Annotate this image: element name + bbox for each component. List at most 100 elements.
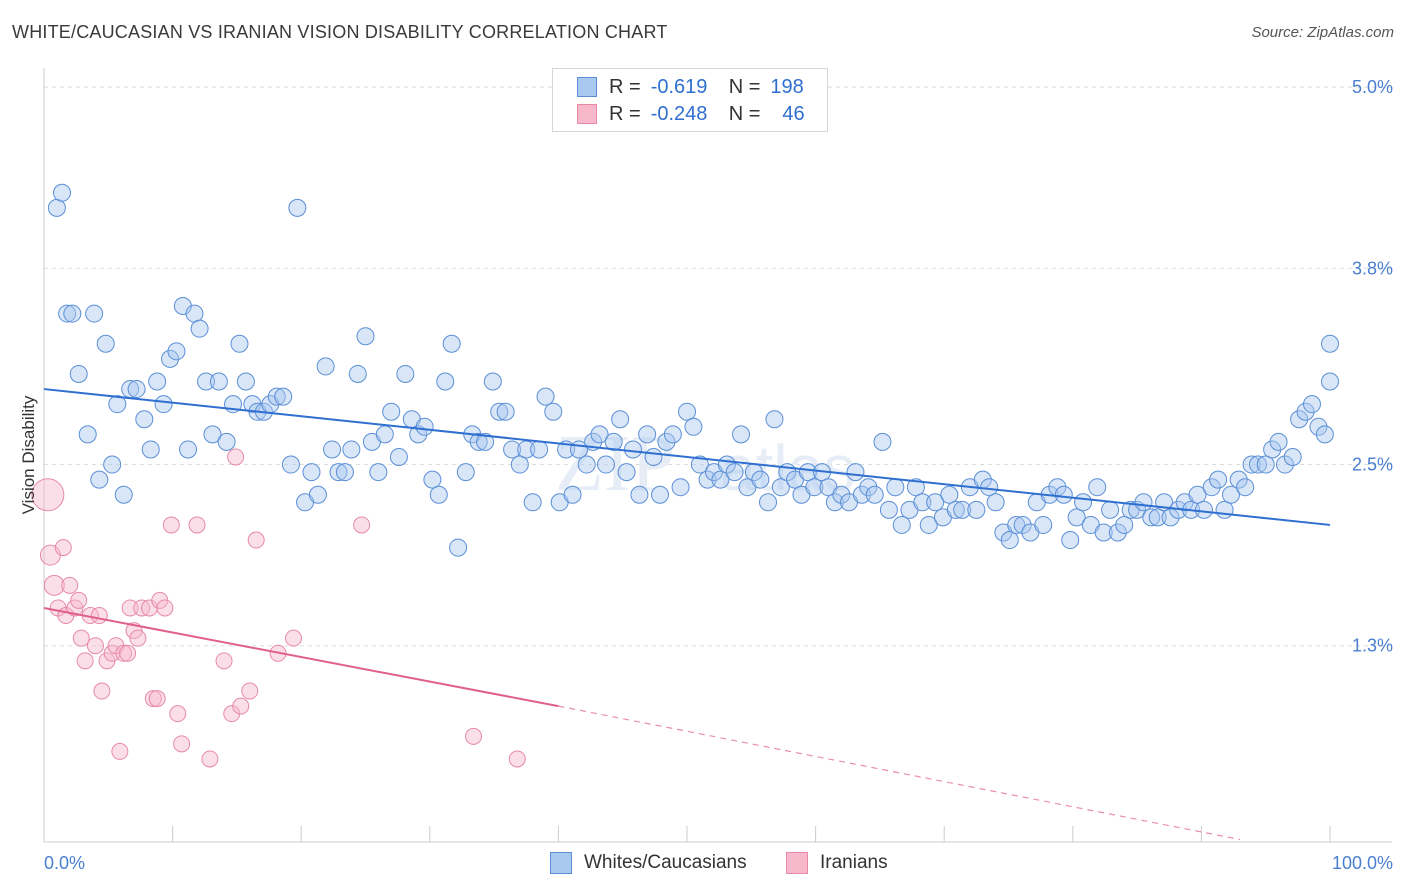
white-point	[1067, 508, 1086, 527]
white-point	[623, 440, 642, 459]
iranian-point	[162, 516, 180, 534]
white-point	[590, 425, 609, 444]
white-point	[825, 493, 844, 512]
white-point	[496, 402, 515, 421]
white-point	[389, 448, 408, 466]
y-tick-label: 3.8%	[1352, 258, 1393, 278]
white-point	[1283, 448, 1302, 466]
white-point	[356, 327, 375, 346]
white-point	[765, 410, 784, 429]
y-axis-label: Vision Disability	[19, 395, 38, 514]
white-point	[1229, 470, 1248, 489]
iranian-point	[119, 644, 137, 662]
white-point	[617, 463, 636, 482]
white-point	[274, 387, 293, 406]
white-point	[456, 463, 475, 482]
white-point	[913, 493, 932, 512]
iranian-point	[188, 516, 206, 534]
bottom-legend: Whites/Caucasians Iranians	[0, 852, 1406, 876]
white-point	[852, 485, 871, 504]
iranian-point	[173, 735, 191, 753]
y-tick-label: 1.3%	[1352, 636, 1393, 656]
white-point	[604, 432, 623, 451]
white-point	[1134, 493, 1153, 512]
x-tick-label-min: 0.0%	[44, 853, 85, 873]
bottom-legend-label-whites: Whites/Caucasians	[584, 852, 747, 873]
white-point	[946, 500, 965, 519]
white-point	[846, 463, 865, 482]
white-point	[732, 425, 751, 444]
white-point	[865, 485, 884, 504]
iranian-point	[121, 599, 139, 617]
whites-trend-line	[43, 388, 1331, 526]
iranians-trend-extension	[558, 705, 1241, 841]
white-point	[1221, 485, 1240, 504]
white-point	[563, 485, 582, 504]
iranian-point	[201, 750, 219, 768]
white-point	[1242, 455, 1261, 474]
white-point	[161, 349, 180, 368]
iranian-point	[76, 652, 94, 670]
iranian-point	[86, 637, 104, 655]
iranian-point	[111, 742, 129, 760]
watermark: ZIP	[555, 420, 675, 508]
white-point	[197, 372, 216, 391]
iranians-points	[31, 448, 526, 768]
iranian-point	[353, 516, 371, 534]
source-label: Source: ZipAtlas.com	[1251, 24, 1394, 41]
white-point	[423, 470, 442, 489]
trend-lines	[43, 388, 1331, 841]
white-point	[698, 470, 717, 489]
white-point	[859, 478, 878, 497]
white-point	[926, 493, 945, 512]
white-point	[1088, 478, 1107, 497]
white-point	[1034, 515, 1053, 534]
white-point	[375, 425, 394, 444]
iranian-point	[148, 690, 166, 708]
white-point	[1188, 485, 1207, 504]
iranian-point	[72, 629, 90, 647]
iranians-trend-line	[43, 606, 559, 708]
iranian-point	[284, 629, 302, 647]
legend-n-value: 46	[782, 102, 805, 125]
white-point	[217, 432, 236, 451]
iranian-point	[227, 448, 245, 466]
iranian-point	[43, 574, 65, 596]
white-point	[1074, 493, 1093, 512]
white-point	[711, 470, 730, 489]
white-point	[1315, 425, 1334, 444]
white-point	[967, 500, 986, 519]
legend-row-whites: R = -0.619 N = 198	[577, 74, 804, 100]
white-point	[348, 364, 367, 383]
white-point	[449, 538, 468, 557]
white-point	[725, 463, 744, 482]
iranian-point	[232, 697, 250, 715]
white-point	[141, 440, 160, 459]
white-point	[167, 342, 186, 361]
white-point	[127, 380, 146, 399]
white-point	[544, 402, 563, 421]
white-point	[302, 463, 321, 482]
white-point	[308, 485, 327, 504]
white-point	[415, 417, 434, 436]
white-point	[873, 432, 892, 451]
iranian-point	[31, 478, 65, 512]
white-point	[442, 334, 461, 353]
white-point	[577, 455, 596, 474]
white-point	[288, 198, 307, 217]
white-point	[236, 372, 255, 391]
iranian-point	[70, 591, 88, 609]
white-point	[1275, 455, 1294, 474]
legend-n-label: N =	[728, 75, 761, 98]
white-point	[63, 304, 82, 323]
bottom-legend-swatch-blue	[550, 852, 572, 874]
white-point	[1215, 500, 1234, 519]
white-point	[47, 198, 66, 217]
white-point	[510, 455, 529, 474]
white-point	[154, 395, 173, 414]
iranian-point	[241, 682, 259, 700]
legend-row-iranians: R = -0.248 N = 46	[577, 101, 805, 127]
white-point	[690, 455, 709, 474]
white-point	[209, 372, 228, 391]
